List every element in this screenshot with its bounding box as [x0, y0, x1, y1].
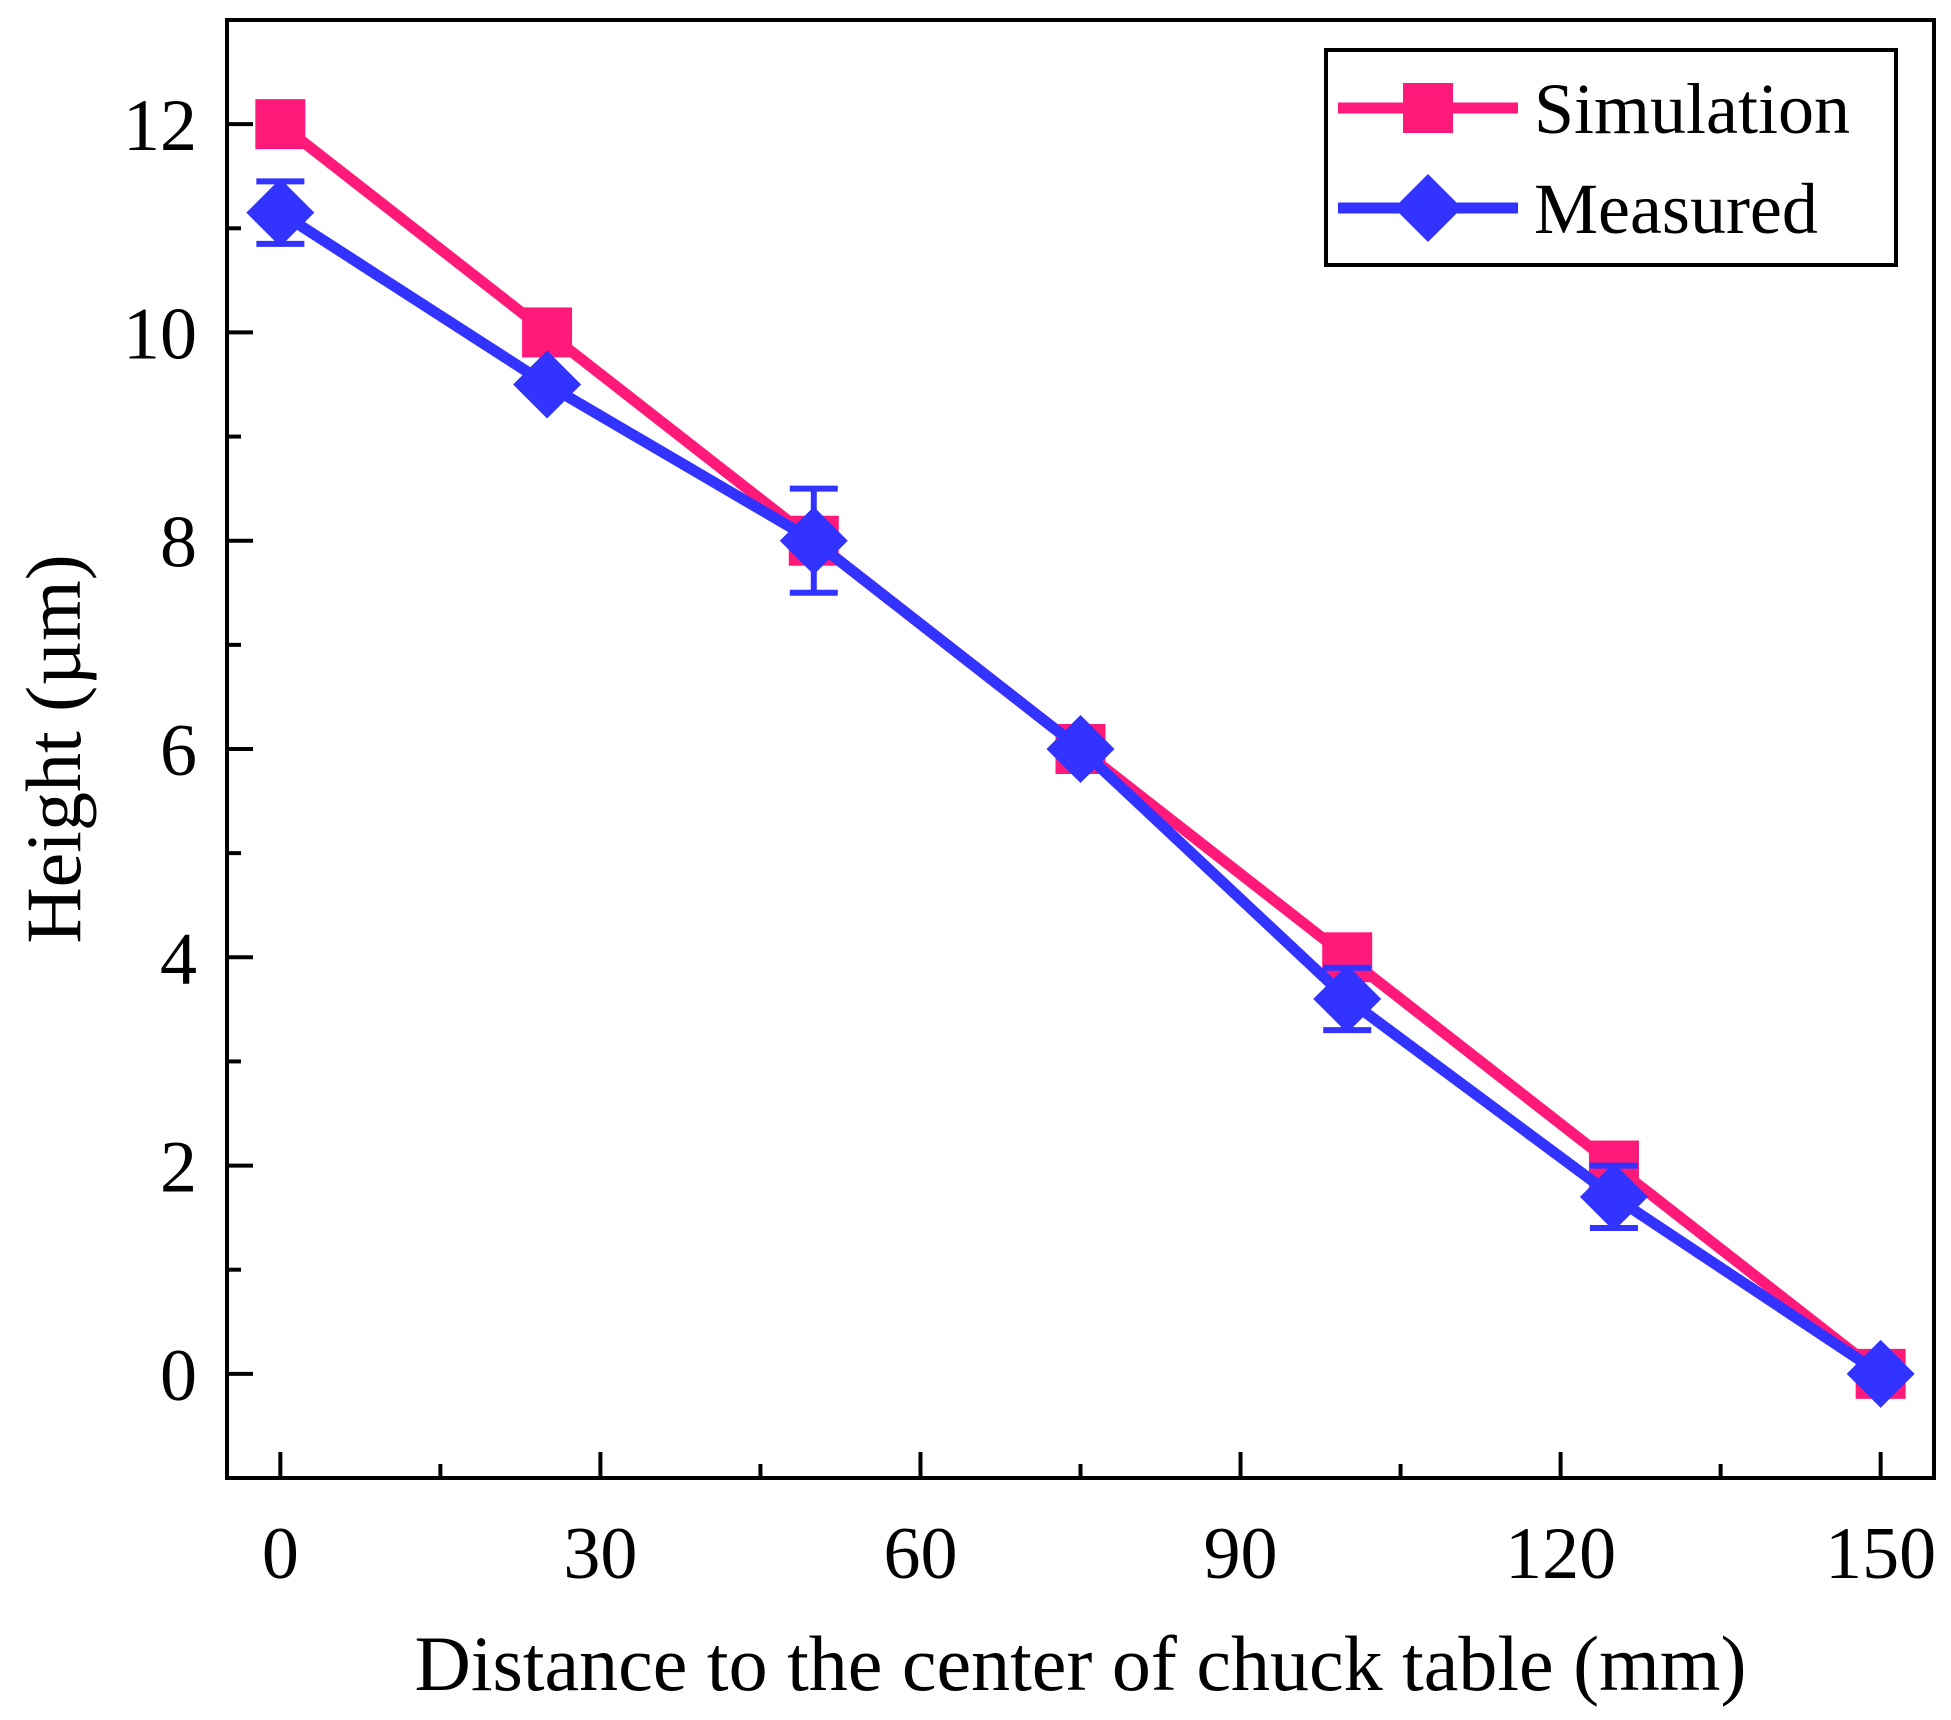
x-tick-label: 150: [1825, 1513, 1936, 1595]
x-tick-label: 120: [1505, 1513, 1616, 1595]
plot-area: 0 30 60 90 120 150 0 2 4 6 8 10 12: [123, 18, 1936, 1595]
legend-marker-measured: [1394, 174, 1462, 242]
measured-point: [1579, 1162, 1648, 1231]
legend-marker-simulation: [1403, 83, 1453, 133]
y-tick-label: 8: [160, 502, 197, 584]
series-layer: [246, 99, 1915, 1408]
x-tick-label: 0: [262, 1513, 299, 1595]
y-tick-label: 2: [160, 1127, 197, 1209]
measured-series: [246, 178, 1915, 1408]
y-tick-label: 10: [123, 293, 197, 375]
y-tick-label: 6: [160, 710, 197, 792]
measured-point: [246, 178, 315, 247]
x-tick-label: 30: [563, 1513, 637, 1595]
legend-item-simulation: Simulation: [1338, 69, 1850, 149]
measured-point: [1046, 715, 1115, 783]
y-tick-label: 4: [160, 918, 197, 1000]
measured-point: [1313, 964, 1382, 1033]
y-tick-label: 12: [123, 85, 197, 167]
legend-label-simulation: Simulation: [1534, 69, 1850, 149]
legend-item-measured: Measured: [1338, 169, 1818, 249]
measured-point: [1846, 1339, 1915, 1408]
x-tick-label: 60: [883, 1513, 957, 1595]
y-tick-label: 0: [160, 1335, 197, 1417]
y-axis: 0 2 4 6 8 10 12: [123, 85, 253, 1417]
measured-point: [779, 506, 848, 575]
x-axis: 0 30 60 90 120 150: [262, 1452, 1936, 1595]
x-tick-label: 90: [1204, 1513, 1278, 1595]
measured-point: [513, 350, 582, 419]
x-axis-title: Distance to the center of chuck table (m…: [415, 1620, 1747, 1707]
legend: Simulation Measured: [1324, 48, 1898, 267]
y-axis-title: Height (µm): [10, 554, 97, 943]
legend-label-measured: Measured: [1534, 169, 1818, 249]
simulation-point: [522, 307, 573, 358]
simulation-point: [255, 99, 306, 150]
